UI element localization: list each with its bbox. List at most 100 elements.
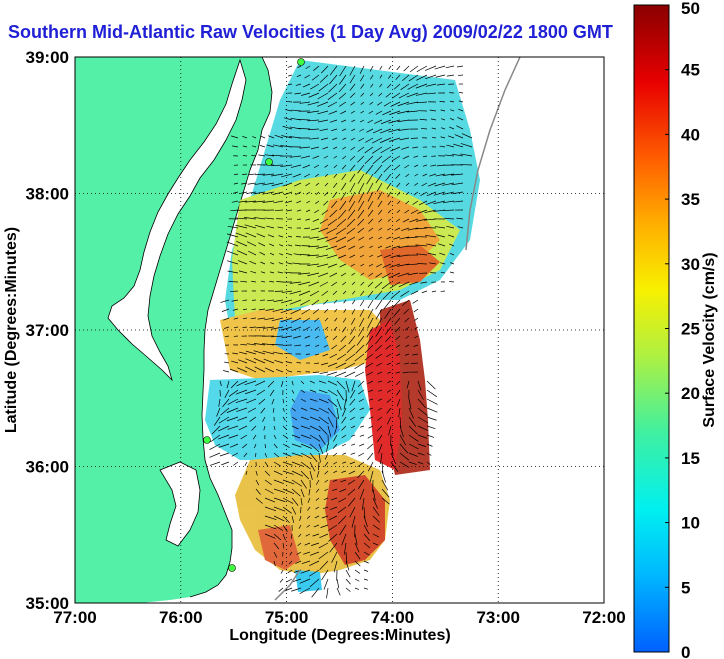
velocity-vector [390,461,399,472]
velocity-vector [289,290,302,295]
velocity-vector [401,227,410,231]
velocity-vector [380,128,392,134]
velocity-vector [374,119,383,124]
velocity-vector [300,254,311,256]
radar-site-marker[interactable] [203,436,211,444]
velocity-vector [282,425,287,430]
velocity-vector [369,407,374,410]
velocity-vector [305,218,311,221]
velocity-vector [264,217,275,220]
velocity-vector [315,506,320,510]
velocity-vector [317,110,329,115]
velocity-vector [318,551,329,560]
velocity-vector [218,443,230,448]
velocity-vector [264,443,267,449]
velocity-vector [389,263,401,268]
velocity-vector [319,218,329,224]
velocity-vector [444,154,455,157]
velocity-vector [282,497,294,504]
velocity-vector [388,137,401,142]
velocity-vector [209,452,221,458]
velocity-vector [221,308,230,312]
velocity-vector [376,263,383,268]
velocity-vector [244,224,257,229]
velocity-vector [302,164,311,169]
velocity-vector [245,470,248,475]
velocity-vector [427,252,437,256]
velocity-vector [307,497,311,503]
radar-site-marker[interactable] [265,158,273,166]
velocity-vector [246,343,257,346]
velocity-vector [395,371,401,374]
velocity-vector [251,425,257,431]
velocity-vector [281,173,293,178]
velocity-vector [244,217,257,220]
velocity-vector [308,245,320,248]
velocity-vector [367,380,374,384]
velocity-vector [327,218,338,226]
velocity-vector [218,398,221,407]
velocity-vector [415,218,428,222]
velocity-vector [382,110,392,116]
velocity-vector [367,209,374,217]
radar-site-marker[interactable] [228,564,236,572]
velocity-vector [354,569,361,574]
velocity-vector [289,299,302,305]
velocity-vector [325,245,338,250]
velocity-vector [300,470,310,480]
velocity-vector [384,308,392,319]
colorbar-label: Surface Velocity (cm/s) [701,252,718,427]
velocity-vector [417,263,428,265]
velocity-vector [357,470,365,478]
velocity-vector [289,551,293,556]
velocity-vector [357,209,365,219]
velocity-vector [350,110,356,114]
velocity-vector [280,308,293,314]
velocity-vector [264,533,276,539]
velocity-vector [405,200,410,205]
velocity-vector [333,560,338,573]
velocity-vector [339,524,347,536]
velocity-vector [341,416,347,424]
velocity-vector [319,371,329,375]
velocity-vector [264,479,272,486]
velocity-vector [369,101,374,105]
velocity-vector [426,407,438,413]
velocity-vector [426,398,438,405]
velocity-vector [209,461,221,466]
velocity-vector [386,389,392,393]
velocity-vector [262,173,275,176]
x-tick-label: 76:00 [159,608,202,627]
velocity-vector [255,488,261,495]
velocity-vector [331,551,338,563]
velocity-vector [449,100,455,103]
velocity-vector [406,92,419,98]
velocity-vector [299,101,311,104]
velocity-vector [367,452,374,461]
chesapeake-bay [107,58,247,382]
velocity-vector [396,398,401,407]
velocity-vector [439,252,446,256]
velocity-vector [381,488,390,498]
velocity-vector [391,155,401,162]
y-axis-ticks: 39:00 38:00 37:00 36:00 35:00 [26,48,69,613]
velocity-vector [456,217,464,220]
velocity-vector [282,182,293,187]
velocity-vector [375,308,383,320]
velocity-vector [273,443,278,449]
velocity-vector [271,344,284,346]
radar-site-marker[interactable] [297,58,305,66]
velocity-vector [250,317,257,320]
velocity-vector [300,389,305,393]
velocity-vector [280,326,293,331]
velocity-vector [348,245,356,250]
velocity-vector [288,235,293,238]
velocity-vector [410,137,419,139]
velocity-vector [300,497,303,506]
velocity-vector [427,182,437,187]
velocity-vector [395,335,401,341]
velocity-vector [232,352,239,355]
velocity-vector [315,488,320,493]
velocity-vector [407,272,419,276]
